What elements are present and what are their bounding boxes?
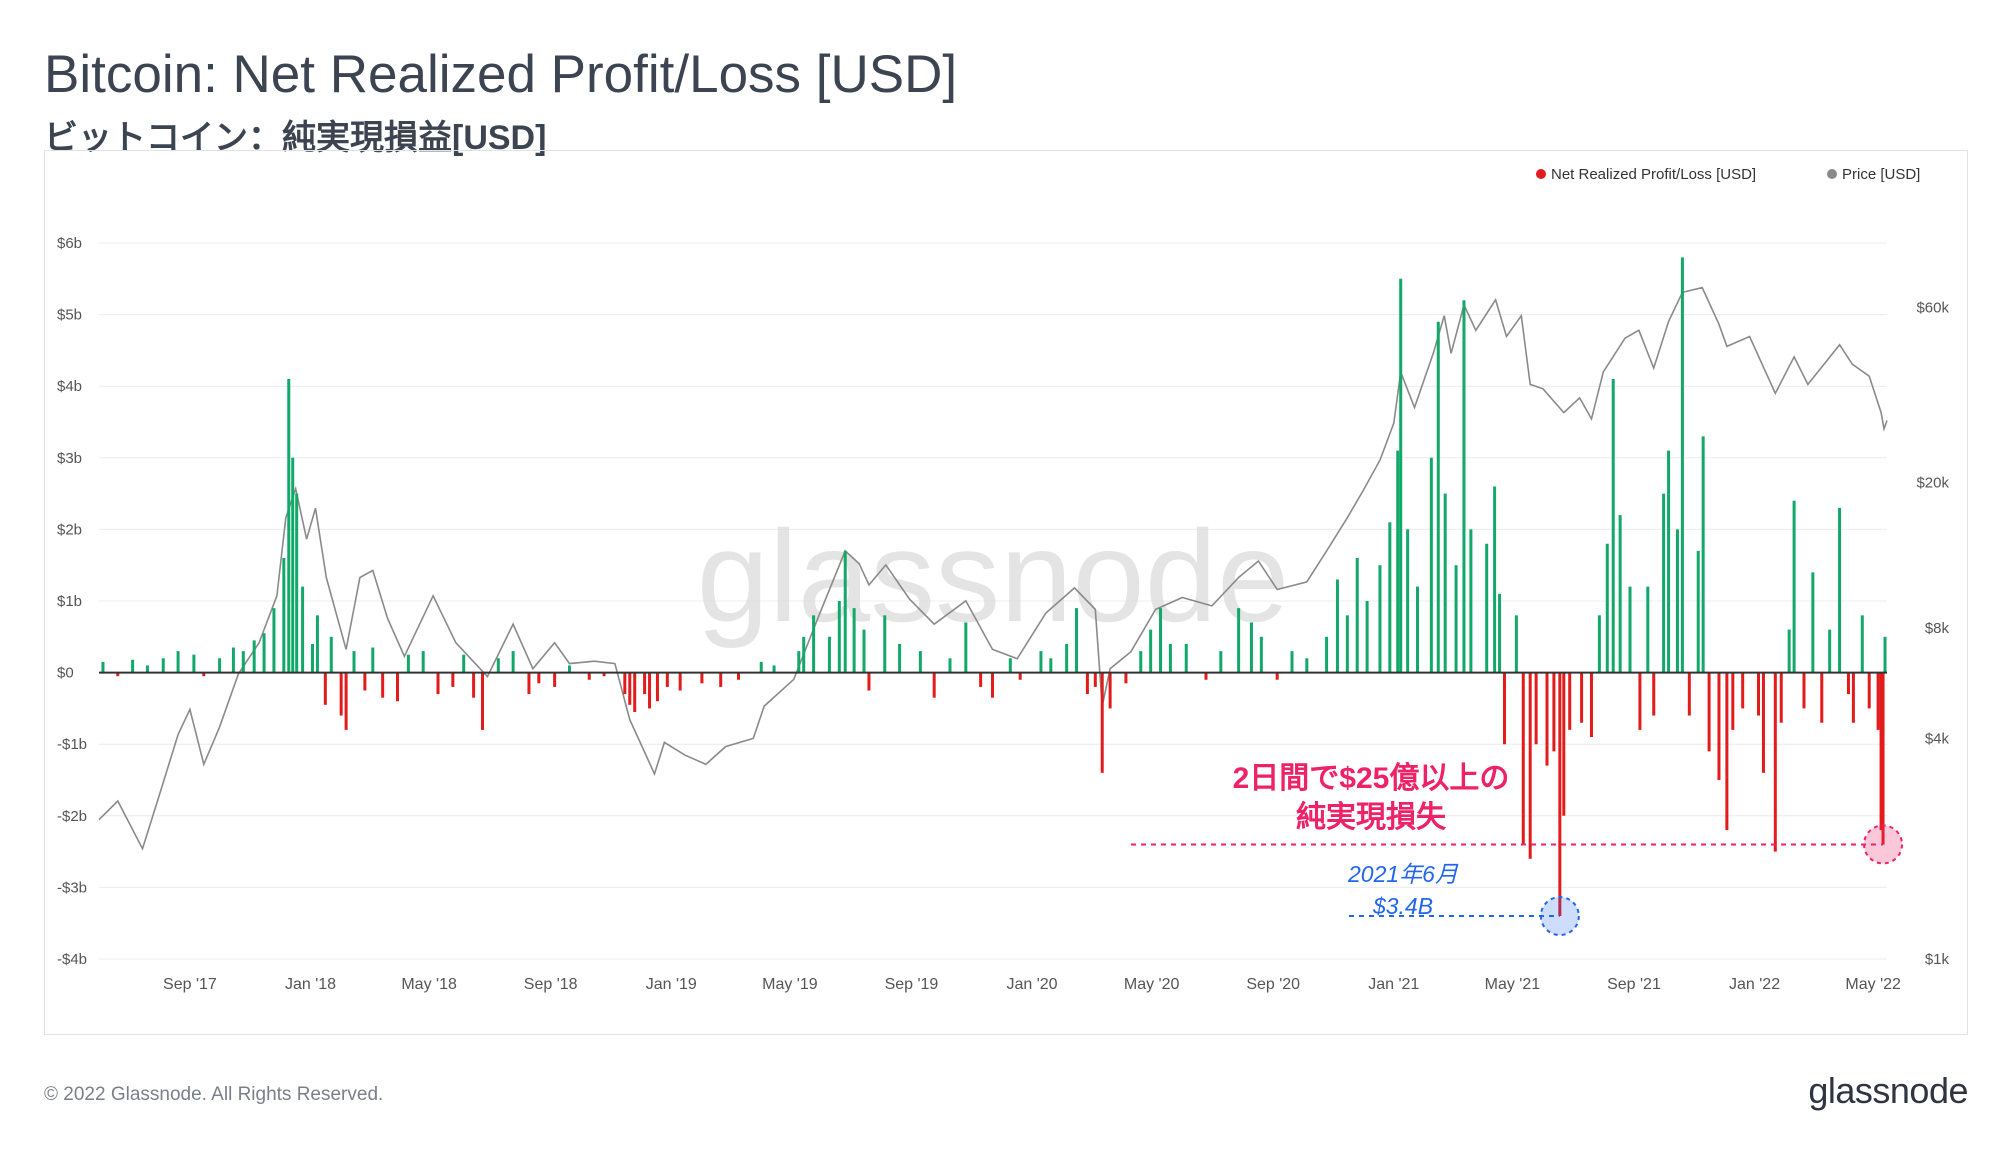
legend-label: Net Realized Profit/Loss [USD]: [1551, 166, 1756, 183]
y-right-tick-label: $4k: [1925, 730, 1950, 747]
annotation-pink-line1: 2日間で$25億以上の: [1233, 762, 1510, 795]
x-tick-label: May '21: [1485, 976, 1541, 993]
x-tick-label: Jan '18: [285, 976, 336, 993]
watermark-text: glassnode: [697, 503, 1290, 649]
x-tick-label: Jan '19: [646, 976, 697, 993]
x-tick-label: Jan '22: [1729, 976, 1780, 993]
page-title: Bitcoin: Net Realized Profit/Loss [USD]: [44, 45, 958, 104]
x-tick-label: May '19: [762, 976, 818, 993]
annotation-pink-circle: [1863, 824, 1904, 865]
y-left-tick-label: $2b: [57, 521, 82, 538]
y-left-tick-label: $6b: [57, 235, 82, 252]
legend-dot: [1827, 169, 1837, 179]
footer-logo[interactable]: glassnode: [1808, 1070, 1968, 1111]
legend-dot: [1536, 169, 1546, 179]
annotation-blue-line1: 2021年6月: [1347, 861, 1459, 887]
y-left-tick-label: $1b: [57, 593, 82, 610]
legend-label: Price [USD]: [1842, 166, 1920, 183]
y-right-tick-label: $8k: [1925, 620, 1950, 637]
footer-copyright: © 2022 Glassnode. All Rights Reserved.: [44, 1084, 384, 1105]
x-tick-label: Sep '20: [1246, 976, 1300, 993]
y-left-tick-label: -$2b: [57, 808, 87, 825]
x-tick-label: Sep '17: [163, 976, 217, 993]
x-tick-label: Sep '21: [1607, 976, 1661, 993]
x-tick-label: May '20: [1124, 976, 1180, 993]
y-left-tick-label: $5b: [57, 307, 82, 324]
y-right-tick-label: $60k: [1916, 300, 1949, 317]
x-tick-label: Jan '20: [1006, 976, 1057, 993]
x-tick-label: May '22: [1845, 976, 1901, 993]
annotation-pink-line2: 純実現損失: [1296, 800, 1447, 834]
chart-frame: $6b $5b $4b $3b $2b $1b $0 -$1b -$2b -$3b -$4b $60k…: [44, 150, 1968, 1035]
x-tick-label: Sep '19: [885, 976, 939, 993]
x-tick-label: Sep '18: [524, 976, 578, 993]
y-left-tick-label: $3b: [57, 450, 82, 467]
annotation-blue-circle: [1539, 896, 1580, 937]
y-right-tick-label: $20k: [1916, 474, 1949, 491]
y-left-tick-label: -$3b: [57, 879, 87, 896]
y-left-tick-label: $0: [57, 665, 74, 682]
price-line: [98, 286, 1888, 851]
annotation-blue-line2: $3.4B: [1372, 893, 1433, 919]
x-tick-label: May '18: [401, 976, 457, 993]
y-left-tick-label: -$4b: [57, 951, 87, 968]
y-left-tick-label: $4b: [57, 378, 82, 395]
y-left-tick-label: -$1b: [57, 736, 87, 753]
x-tick-label: Jan '21: [1368, 976, 1419, 993]
chart-svg: $6b $5b $4b $3b $2b $1b $0 -$1b -$2b -$3b -$4b $60k…: [57, 166, 1950, 993]
y-right-tick-label: $1k: [1925, 951, 1950, 968]
